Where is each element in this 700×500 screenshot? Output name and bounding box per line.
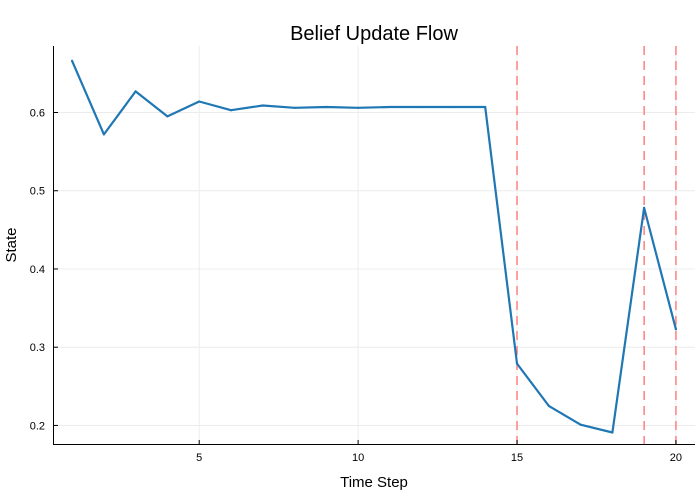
data-point (611, 431, 614, 434)
data-point (452, 105, 455, 109)
series-layer (70, 59, 678, 434)
y-tick-label: 0.4 (30, 264, 45, 276)
x-axis-label: Time Step (340, 474, 408, 491)
data-point (166, 115, 169, 118)
series-line (70, 59, 678, 434)
data-point (579, 423, 582, 426)
y-tick-label: 0.3 (30, 342, 45, 354)
data-point (134, 90, 137, 93)
data-point (547, 404, 550, 407)
data-point (71, 59, 74, 63)
data-point (198, 100, 201, 103)
data-point (484, 105, 487, 109)
x-tick-label: 5 (196, 452, 202, 464)
y-tick-label: 0.2 (30, 420, 45, 432)
data-point (325, 105, 328, 109)
data-point (261, 104, 264, 107)
grid-layer (53, 46, 695, 445)
data-point (388, 105, 391, 109)
x-tick-label: 10 (352, 452, 364, 464)
data-point (515, 362, 519, 365)
data-point (674, 328, 678, 331)
y-tick-label: 0.6 (30, 108, 45, 120)
data-point (293, 106, 296, 109)
data-point (229, 109, 233, 112)
tick-layer: 5 10 15 20 0.2 0.3 0.4 0.5 0.6 (30, 108, 682, 465)
x-tick-label: 20 (670, 452, 682, 464)
vline-layer (516, 46, 677, 445)
x-tick-label: 15 (511, 452, 523, 464)
y-tick-label: 0.5 (30, 186, 45, 198)
data-point (357, 106, 360, 109)
data-point (102, 133, 105, 136)
data-point (420, 105, 423, 109)
y-axis-label: State (3, 227, 20, 262)
data-point (643, 206, 646, 209)
chart-title: Belief Update Flow (290, 23, 458, 45)
